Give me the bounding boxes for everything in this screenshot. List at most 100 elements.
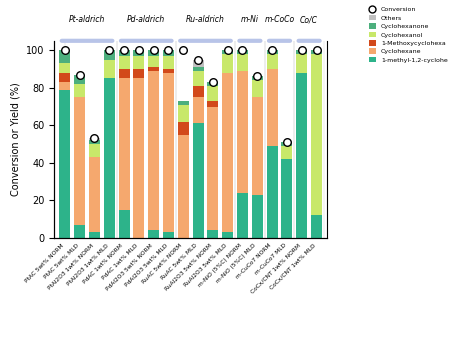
Point [106,48,113,53]
Bar [237,71,248,193]
Bar [266,50,278,54]
Bar [207,86,218,101]
Bar [118,56,129,69]
Point [165,48,172,53]
Bar [133,56,144,69]
Bar [148,56,159,67]
Bar [237,54,248,71]
Bar [118,210,129,238]
Point [150,48,157,53]
Point [180,48,187,53]
Text: m-Ni: m-Ni [241,15,259,24]
Bar [59,63,70,73]
Bar [192,123,204,238]
Text: Ru-aldrich: Ru-aldrich [186,15,225,24]
Bar [207,101,218,106]
Bar [133,69,144,78]
Point [135,48,143,53]
Bar [59,50,70,63]
Bar [222,232,233,238]
Bar [266,69,278,146]
Text: Pt-aldrich: Pt-aldrich [69,15,105,24]
Bar [207,82,218,86]
Point [283,139,291,145]
Bar [266,146,278,238]
Bar [192,97,204,123]
Bar [281,146,292,159]
Bar [74,84,85,97]
Bar [192,59,204,67]
Bar [192,86,204,97]
Bar [237,50,248,54]
Bar [252,195,263,238]
Bar [104,78,115,238]
Bar [222,54,233,73]
Bar [59,73,70,82]
Bar [222,50,233,54]
Bar [192,71,204,86]
Bar [89,144,100,157]
Bar [163,50,174,56]
Point [120,48,128,53]
Bar [178,101,189,105]
Bar [118,50,129,56]
Bar [148,231,159,238]
Bar [89,138,100,140]
Bar [281,159,292,238]
Text: m-CoCo: m-CoCo [264,15,295,24]
Bar [296,73,307,238]
Bar [59,82,70,90]
Legend: Conversion, Others, Cyclohexanone, Cyclohexanol, 1-Methoxycyclohexa, Cyclohexane: Conversion, Others, Cyclohexanone, Cyclo… [365,3,451,66]
Point [224,48,232,53]
Bar [266,54,278,69]
Bar [311,216,322,238]
Bar [311,54,322,216]
Bar [104,59,115,78]
Point [76,72,83,77]
Bar [163,232,174,238]
Point [61,48,69,53]
Text: Co/C: Co/C [300,15,318,24]
Bar [89,157,100,232]
Bar [148,50,159,56]
Bar [296,50,307,54]
Bar [178,135,189,238]
Point [194,57,202,62]
Bar [148,71,159,231]
Bar [296,54,307,73]
Bar [89,140,100,144]
Bar [133,78,144,238]
Point [298,48,306,53]
Bar [118,69,129,78]
Bar [163,69,174,73]
Bar [222,73,233,232]
Bar [252,80,263,97]
Bar [311,50,322,54]
Bar [104,50,115,60]
Bar [192,67,204,71]
Bar [74,74,85,84]
Bar [207,231,218,238]
Point [91,136,98,141]
Bar [281,142,292,146]
Y-axis label: Conversion or Yield (%): Conversion or Yield (%) [11,83,21,196]
Point [268,48,276,53]
Text: Pd-aldrich: Pd-aldrich [127,15,165,24]
Bar [74,97,85,225]
Bar [252,76,263,80]
Bar [237,193,248,238]
Bar [163,73,174,232]
Bar [89,232,100,238]
Bar [148,67,159,71]
Bar [118,78,129,210]
Point [254,74,261,79]
Bar [74,225,85,238]
Point [313,48,320,53]
Point [209,80,217,85]
Bar [252,97,263,195]
Bar [163,56,174,69]
Bar [133,50,144,56]
Bar [178,105,189,122]
Bar [207,106,218,231]
Bar [178,122,189,135]
